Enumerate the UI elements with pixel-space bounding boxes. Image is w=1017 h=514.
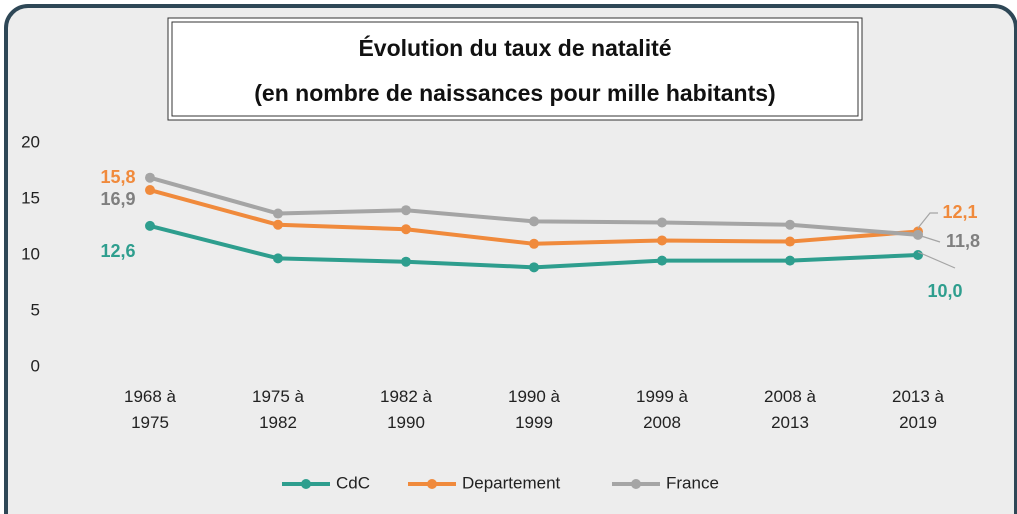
chart-subtitle: (en nombre de naissances pour mille habi… [254,80,775,106]
data-point [785,219,795,230]
legend-dot [427,479,437,489]
data-label: 12,1 [942,202,977,222]
data-point [145,172,155,183]
data-point [785,236,795,247]
title-box [167,17,863,121]
leader-line [917,234,941,243]
data-point [401,224,411,235]
y-tick-label: 20 [21,132,40,151]
x-tick-label: 1999 à 2008 [636,387,688,432]
data-point [657,255,667,266]
data-point [529,216,539,227]
y-tick-label: 15 [21,188,40,207]
data-label: 16,9 [100,189,135,209]
data-point [529,262,539,273]
leader-line [917,212,938,229]
data-point [913,250,923,260]
legend-label: CdC [336,473,370,492]
data-point [785,255,795,266]
legend-label: Departement [462,473,561,492]
leader-line [917,251,956,269]
chart-frame [4,4,1017,514]
data-label: 11,8 [946,231,980,251]
data-label: 15,8 [100,167,135,187]
data-point [145,185,155,196]
data-point [913,229,923,240]
x-tick-label: 1982 à 1990 [380,387,432,432]
data-point [145,220,155,231]
data-point [401,205,411,216]
data-label: 12,6 [100,241,135,261]
x-tick-label: 2013 à 2019 [892,387,944,432]
data-point [273,219,283,230]
y-tick-label: 5 [31,300,40,319]
data-point [401,256,411,267]
y-tick-label: 10 [21,244,40,263]
data-point [273,253,283,264]
x-tick-label: 1990 à 1999 [508,387,560,432]
x-tick-label: 2008 à 2013 [764,387,816,432]
data-point [529,238,539,249]
chart-title: Évolution du taux de natalité [358,34,671,61]
y-tick-label: 0 [31,356,40,375]
data-point [657,217,667,228]
title-box-inner [171,21,859,117]
legend-dot [631,479,641,489]
x-tick-label: 1968 à 1975 [124,387,176,432]
x-tick-label: 1975 à 1982 [252,387,304,432]
legend-label: France [666,473,719,492]
data-label: 10,0 [927,281,962,301]
data-point [657,235,667,246]
legend-dot [301,479,311,489]
data-point [273,208,283,219]
